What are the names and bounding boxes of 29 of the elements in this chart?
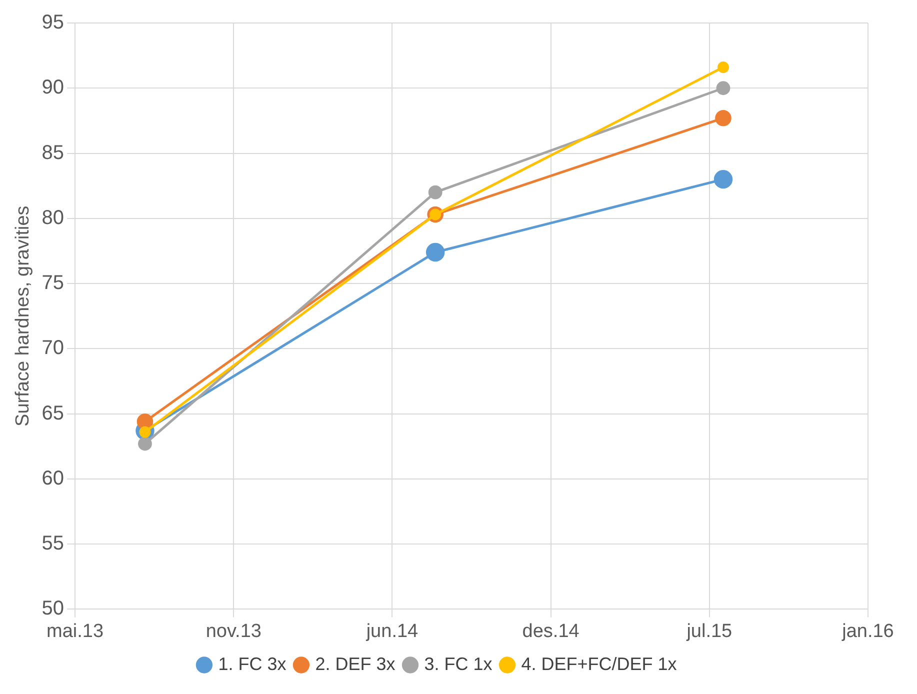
legend-label: 1. FC 3x	[218, 654, 286, 674]
y-axis-title: Surface hardnes, gravities	[12, 206, 34, 426]
x-tick-label: mai.13	[46, 620, 104, 642]
x-tick-label: jun.14	[365, 620, 419, 642]
y-tick-label: 60	[42, 467, 64, 490]
point	[714, 170, 733, 189]
point	[138, 436, 152, 451]
x-tick-label: des.14	[522, 620, 580, 642]
legend-label: 2. DEF 3x	[315, 654, 396, 674]
y-tick-label: 85	[42, 142, 64, 164]
y-tick-label: 55	[42, 532, 64, 555]
point	[426, 242, 445, 262]
point	[717, 62, 729, 74]
y-tick-label: 80	[42, 206, 64, 229]
x-tick-label: jul.15	[686, 620, 732, 642]
y-tick-label: 95	[42, 12, 64, 34]
legend-label: 4. DEF+FC/DEF 1x	[521, 654, 677, 674]
y-tick-label: 90	[42, 76, 64, 99]
legend-label: 3. FC 1x	[424, 654, 492, 674]
y-tick-label: 50	[42, 598, 64, 620]
point	[716, 81, 730, 96]
y-tick-label: 70	[42, 337, 64, 360]
y-tick-label: 65	[42, 402, 64, 424]
y-tick-label: 75	[42, 272, 64, 294]
x-tick-label: jan.16	[841, 620, 894, 642]
point	[428, 185, 442, 200]
x-tick-label: nov.13	[206, 620, 262, 642]
point	[715, 110, 732, 126]
point	[136, 413, 154, 430]
